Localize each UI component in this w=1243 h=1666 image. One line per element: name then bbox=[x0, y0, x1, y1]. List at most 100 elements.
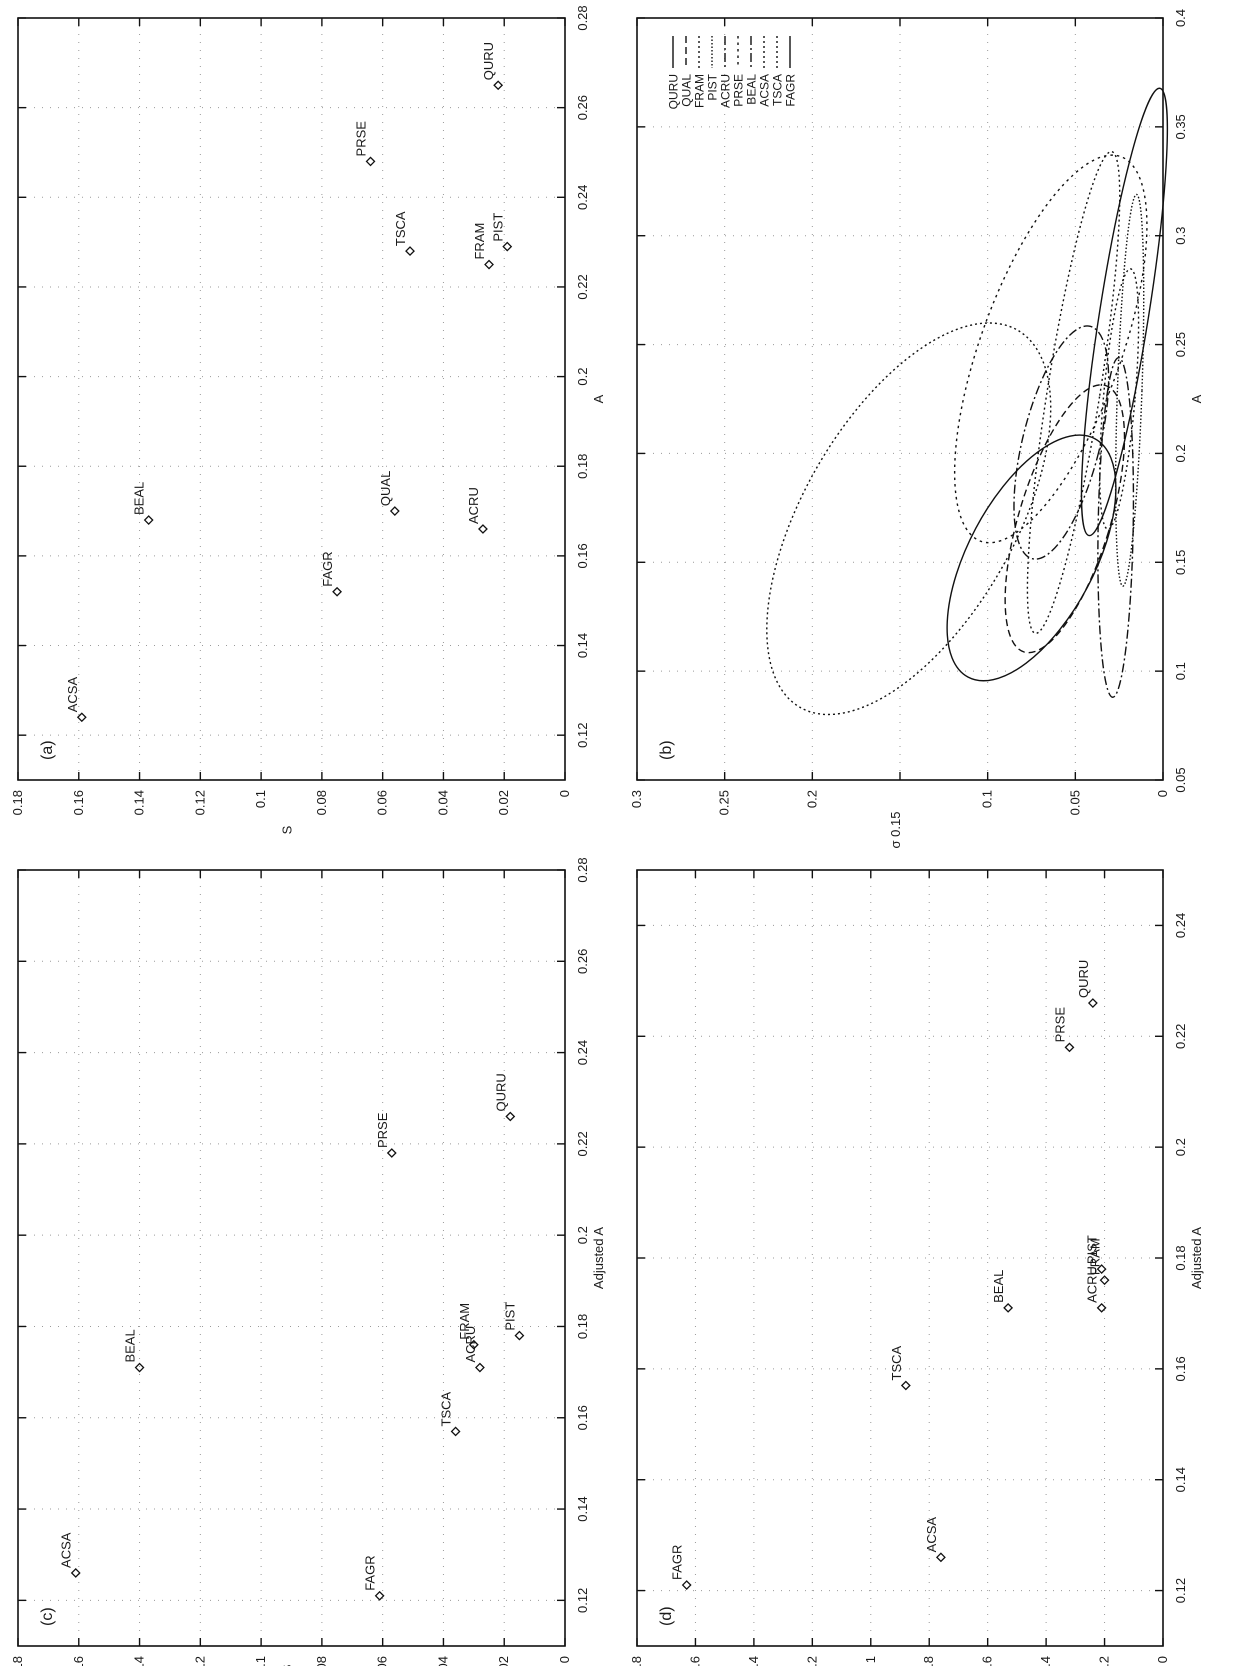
y-tick-label: 0 bbox=[1155, 1656, 1170, 1663]
x-tick-label: 0.28 bbox=[575, 5, 590, 30]
data-point-beal bbox=[143, 515, 154, 525]
y-tick-label: 0.18 bbox=[10, 790, 25, 815]
ellipse-tsca bbox=[1026, 150, 1121, 635]
y-tick-label: 0.08 bbox=[314, 790, 329, 815]
point-label-tsca: TSCA bbox=[393, 211, 408, 246]
legend-label-quru: QURU bbox=[667, 74, 681, 109]
y-tick-label: 0.12 bbox=[192, 1656, 207, 1666]
x-tick-label: 0.12 bbox=[575, 723, 590, 748]
data-point-fram bbox=[1099, 1275, 1110, 1286]
x-tick-label: 0.22 bbox=[1173, 1024, 1188, 1049]
data-point-acsa bbox=[70, 1568, 81, 1578]
x-tick-label: 0.28 bbox=[575, 857, 590, 882]
data-point-beal bbox=[1003, 1302, 1014, 1313]
y-tick-label: 0.06 bbox=[375, 1656, 390, 1666]
y-tick-label: 1.8 bbox=[629, 1656, 644, 1666]
point-label-fram: FRAM bbox=[1088, 1238, 1103, 1275]
x-axis-title: A bbox=[591, 394, 606, 403]
y-axis-title: Adjusted S bbox=[280, 1664, 295, 1666]
y-tick-label: 0.16 bbox=[71, 1656, 86, 1666]
legend: QURU QUAL FRAM PIST ACRU PRSE BEAL ACSA TSCA FAGR bbox=[667, 36, 798, 109]
data-point-acru bbox=[478, 524, 488, 534]
legend-label-fram: FRAM bbox=[693, 74, 707, 108]
x-axis-title: Adjusted A bbox=[591, 1227, 606, 1289]
y-tick-label: 0.1 bbox=[253, 790, 268, 808]
point-label-prse: PRSE bbox=[354, 121, 369, 157]
legend-label-acsa: ACSA bbox=[758, 74, 772, 107]
y-tick-label: 0.02 bbox=[496, 790, 511, 815]
data-point-acru bbox=[474, 1362, 485, 1373]
x-tick-label: 0.14 bbox=[575, 1496, 590, 1521]
data-point-fagr bbox=[332, 586, 343, 597]
legend-label-qual: QUAL bbox=[680, 74, 694, 107]
data-point-fagr bbox=[374, 1590, 385, 1601]
data-point-qual bbox=[389, 506, 400, 516]
y-tick-label: 0.12 bbox=[192, 790, 207, 815]
x-tick-label: 0.24 bbox=[575, 1040, 590, 1065]
data-point-tsca bbox=[405, 246, 415, 257]
y-tick-label: 0.1 bbox=[253, 1656, 268, 1666]
data-point-tsca bbox=[900, 1380, 911, 1391]
ellipse-pist bbox=[1114, 193, 1145, 587]
plot-frame bbox=[17, 869, 566, 1647]
y-tick-label: 0.02 bbox=[496, 1656, 511, 1666]
y-tick-label: 1.6 bbox=[687, 1656, 702, 1666]
panel-label: (b) bbox=[658, 740, 675, 760]
y-tick-label: 0.18 bbox=[10, 1656, 25, 1666]
ellipse-acru bbox=[1097, 356, 1135, 698]
point-label-acsa: ACSA bbox=[59, 1532, 74, 1568]
x-tick-label: 0.2 bbox=[575, 1226, 590, 1244]
legend-label-prse: PRSE bbox=[732, 74, 746, 107]
point-label-prse: PRSE bbox=[1052, 1007, 1067, 1043]
y-tick-label: 0.2 bbox=[1097, 1656, 1112, 1666]
point-label-pist: PIST bbox=[502, 1302, 517, 1331]
x-tick-label: 0.2 bbox=[1173, 1138, 1188, 1156]
point-label-beal: BEAL bbox=[991, 1270, 1006, 1303]
y-tick-label: 0 bbox=[557, 1656, 572, 1663]
data-point-acsa bbox=[76, 712, 87, 723]
data-point-prse bbox=[386, 1148, 397, 1158]
point-label-fagr: FAGR bbox=[670, 1545, 685, 1580]
y-axis-title: S bbox=[280, 825, 295, 834]
data-point-fagr bbox=[681, 1580, 692, 1590]
x-tick-label: 0.35 bbox=[1173, 114, 1188, 139]
x-tick-label: 0.2 bbox=[1173, 444, 1188, 462]
data-point-acsa bbox=[935, 1552, 946, 1563]
y-tick-label: 0.05 bbox=[1067, 790, 1082, 815]
y-tick-label: 0.06 bbox=[375, 790, 390, 815]
y-tick-label: 0.14 bbox=[132, 790, 147, 815]
data-point-pist bbox=[514, 1330, 525, 1341]
point-label-quru: QURU bbox=[1076, 960, 1091, 998]
x-tick-label: 0.26 bbox=[575, 95, 590, 120]
x-tick-label: 0.16 bbox=[575, 1405, 590, 1430]
x-tick-label: 0.26 bbox=[575, 949, 590, 974]
x-tick-label: 0.12 bbox=[575, 1588, 590, 1613]
point-label-qual: QUAL bbox=[378, 471, 393, 506]
point-label-tsca: TSCA bbox=[439, 1391, 454, 1426]
legend-label-pist: PIST bbox=[706, 73, 720, 100]
y-tick-label: 0.04 bbox=[435, 790, 450, 815]
ellipse-quru bbox=[1080, 87, 1169, 537]
panel-label: (d) bbox=[658, 1606, 675, 1626]
x-tick-label: 0.18 bbox=[1173, 1245, 1188, 1270]
data-point-acru bbox=[1096, 1302, 1107, 1313]
ellipse-beal bbox=[1013, 325, 1110, 560]
data-point-prse bbox=[1064, 1042, 1075, 1053]
data-point-beal bbox=[134, 1362, 145, 1373]
y-tick-label: 0.4 bbox=[1038, 1656, 1053, 1666]
x-tick-label: 0.05 bbox=[1173, 767, 1188, 792]
y-tick-label: 0.08 bbox=[314, 1656, 329, 1666]
y-tick-label: 0.8 bbox=[921, 1656, 936, 1666]
y-tick-label: 1 bbox=[863, 1656, 878, 1663]
plot-frame bbox=[17, 17, 566, 781]
point-label-quru: QURU bbox=[481, 42, 496, 80]
y-tick-label: 1.2 bbox=[804, 1656, 819, 1666]
point-label-acru: ACRU bbox=[1085, 1266, 1100, 1303]
data-point-quru bbox=[505, 1111, 516, 1122]
data-point-quru bbox=[1087, 998, 1098, 1008]
x-tick-label: 0.16 bbox=[1173, 1356, 1188, 1381]
x-axis-title: A bbox=[1189, 394, 1204, 403]
y-tick-label: 0 bbox=[557, 790, 572, 797]
point-label-beal: BEAL bbox=[132, 482, 147, 515]
x-tick-label: 0.12 bbox=[1173, 1578, 1188, 1603]
